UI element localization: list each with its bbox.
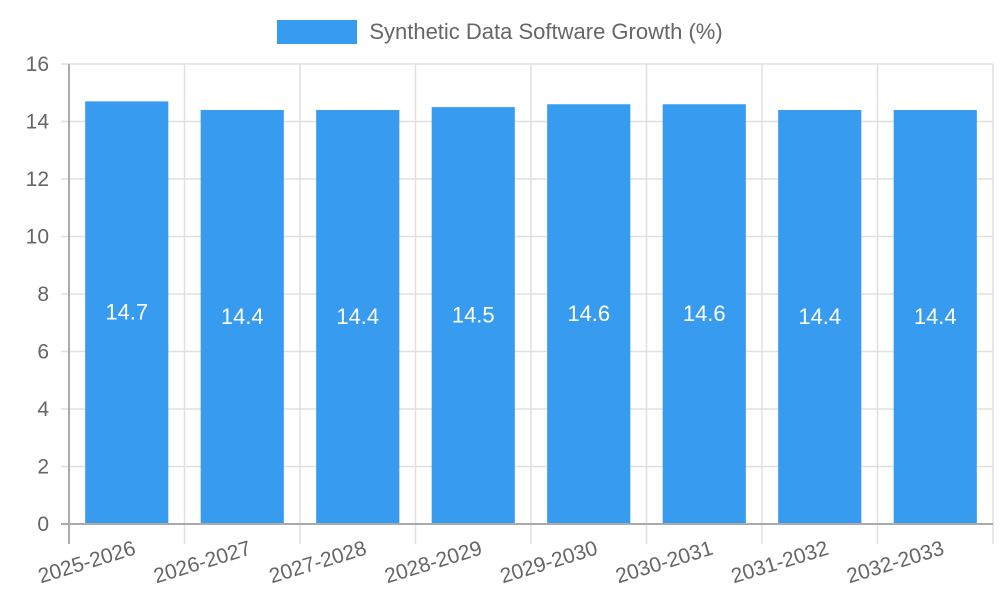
x-tick-label: 2026-2027 <box>151 537 254 588</box>
legend-swatch <box>277 20 358 44</box>
bar <box>778 110 862 524</box>
x-tick-label: 2032-2033 <box>844 537 947 588</box>
bar-value-label: 14.5 <box>452 303 495 328</box>
y-tick-label: 2 <box>37 456 49 479</box>
bar-value-label: 14.4 <box>798 304 841 329</box>
bar-value-label: 14.4 <box>914 304 957 329</box>
x-tick-label: 2030-2031 <box>613 537 716 588</box>
bar-value-label: 14.4 <box>336 304 379 329</box>
y-tick-label: 10 <box>26 226 49 249</box>
x-tick-label: 2028-2029 <box>382 537 485 588</box>
value-labels: 14.7 14.4 14.4 14.5 14.6 14.6 14.4 14.4 <box>105 300 956 329</box>
chart-legend[interactable]: Synthetic Data Software Growth (%) <box>0 18 1000 46</box>
y-tick-label: 12 <box>26 168 49 191</box>
bars <box>85 101 977 524</box>
legend-label: Synthetic Data Software Growth (%) <box>369 19 723 44</box>
bar <box>893 110 977 524</box>
y-tick-label: 6 <box>37 341 49 364</box>
bar-value-label: 14.4 <box>221 304 264 329</box>
bar <box>662 104 746 524</box>
y-tick-label: 4 <box>37 398 49 421</box>
y-tick-label: 16 <box>26 53 49 76</box>
x-tick-label: 2029-2030 <box>497 537 600 588</box>
axes <box>61 64 993 544</box>
bar <box>431 107 515 524</box>
bar <box>200 110 284 524</box>
y-tick-label: 8 <box>37 283 49 306</box>
x-tick-label: 2027-2028 <box>266 537 369 588</box>
bar <box>85 101 169 524</box>
bar-value-label: 14.6 <box>683 301 726 326</box>
y-tick-label: 0 <box>37 513 49 536</box>
y-tick-label: 14 <box>26 111 50 134</box>
bar <box>316 110 400 524</box>
bar-value-label: 14.7 <box>105 300 148 325</box>
y-axis-labels: 0 2 4 6 8 10 12 14 16 <box>26 53 50 536</box>
bar <box>547 104 631 524</box>
x-tick-label: 2031-2032 <box>728 537 831 588</box>
bar-value-label: 14.6 <box>567 301 610 326</box>
x-axis-labels: 2025-2026 2026-2027 2027-2028 2028-2029 2029… <box>35 537 946 588</box>
x-tick-label: 2025-2026 <box>35 537 138 588</box>
